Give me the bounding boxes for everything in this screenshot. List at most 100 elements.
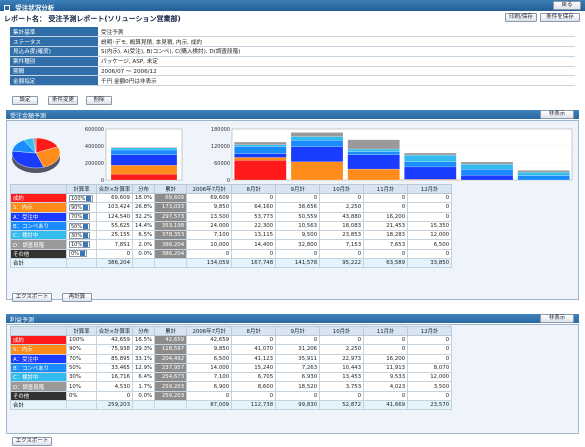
pie-slice [11, 150, 45, 169]
month-cell: 13,115 [231, 230, 277, 241]
rate-select-value: 100% [71, 195, 86, 202]
month-cell: 0 [231, 334, 277, 346]
month-cell: 0 [186, 248, 233, 260]
month-cell: 10,563 [275, 220, 321, 232]
total-cell: 33,465 [96, 362, 133, 374]
rate-cell: 100% [66, 192, 97, 204]
y-tick-label: 400000 [85, 144, 104, 150]
month-cell: 31,206 [275, 344, 321, 355]
rate-cell: 30% [66, 372, 97, 383]
criteria-row: 集計基準 受注予測 [10, 27, 575, 38]
criteria-row: 金額指定 千円 金額0円は非表示 [10, 75, 575, 87]
month-cell: 52,872 [319, 400, 365, 411]
month-cell: 69,609 [186, 192, 233, 204]
month-cell: 10,000 [186, 239, 233, 250]
save-condition-button[interactable]: 条件を保存 [540, 13, 580, 22]
month-cell: 7,153 [319, 239, 365, 250]
month-cell: 0 [363, 202, 409, 213]
report-title: レポート名： 受注予測レポート(ソリューション営業部) [4, 15, 181, 23]
back-button[interactable]: 戻る [553, 1, 581, 10]
month-cell: 12,000 [407, 230, 453, 241]
print-save-button[interactable]: 印刷/保存 [505, 13, 537, 22]
bar-segment [404, 154, 457, 162]
empty-cell [154, 258, 188, 269]
rate-select[interactable]: 10% [69, 241, 91, 249]
forecast-export-button[interactable]: エクスポート [12, 293, 52, 302]
month-cell: 112,738 [231, 400, 277, 411]
recalc-button[interactable]: 再計算 [62, 293, 92, 302]
y-tick-label: 0 [227, 178, 230, 184]
table-row: B：コンペあり 50% 33,465 12.9% 237,957 14,000 15,240… [10, 362, 453, 374]
distribution-cell: 0.0% [131, 248, 156, 260]
criteria-value: パッケージ, ASP, 未定 [98, 56, 575, 67]
month-cell: 9,500 [275, 230, 321, 241]
table-row: A：受注中 70% 124,540 32.2% 297,573 13,500 53,773 5… [10, 211, 453, 222]
monthly-stacked-bar-chart: 180000 120000 60000 0 [211, 127, 573, 184]
month-cell: 24,000 [186, 220, 233, 232]
criteria-key: ステータス [10, 36, 98, 48]
profit-export-button[interactable]: エクスポート [12, 437, 52, 446]
criteria-table: 集計基準 受注予測 ステータス 説明･デモ, 概算見積, 本見積, 内示, 成約 見込み… [10, 27, 575, 87]
column-header: 合計×計算率 [96, 326, 133, 336]
column-header: 8月計 [231, 184, 277, 194]
month-cell: 3,753 [319, 381, 365, 392]
settings-button[interactable]: 設定 [12, 96, 38, 105]
bar-segment [110, 147, 178, 148]
distribution-cell: 16.5% [131, 334, 156, 346]
month-cell: 0 [319, 192, 365, 204]
rate-select[interactable]: 90% [69, 203, 91, 211]
total-cell: 75,938 [96, 344, 133, 355]
distribution-cell: 32.2% [131, 211, 156, 222]
month-cell: 0 [231, 192, 277, 204]
rate-select[interactable]: 0% [69, 250, 87, 258]
month-cell: 141,578 [275, 258, 321, 269]
bar-segment [404, 152, 457, 156]
criteria-row: 見込み度(確度) S(内示), A(受注), B(コンペ), C(購入検討), D… [10, 46, 575, 57]
month-cell: 0 [407, 211, 453, 222]
bar-segment [460, 175, 514, 181]
rate-select[interactable]: 70% [69, 213, 91, 221]
month-cell: 11,913 [363, 362, 409, 374]
bar-segment [110, 165, 178, 175]
bar-segment [110, 154, 178, 166]
total-cell: 103,424 [96, 202, 133, 213]
table-header-row: 計算率 合計×計算率 分布 累計 2006年7月計 8月計 9月計 10月計 11月計 12月計 [10, 184, 453, 194]
rate-cell: 90% [66, 202, 97, 213]
profit-hide-button[interactable]: 非表示 [540, 314, 574, 323]
row-label: その他 [10, 390, 67, 402]
column-header: 11月計 [363, 326, 409, 336]
month-cell: 14,000 [186, 362, 233, 374]
rate-select-value: 30% [71, 232, 83, 239]
criteria-key: 金額指定 [10, 75, 98, 87]
cumulative-cell: 69,609 [154, 192, 188, 204]
criteria-row: 期間 2006/07 ～ 2006/12 [10, 66, 575, 77]
change-condition-button[interactable]: 条件変更 [48, 96, 78, 105]
column-header: 8月計 [231, 326, 277, 336]
cumulative-cell: 297,573 [154, 211, 188, 222]
row-label: B：コンペあり [10, 362, 67, 374]
month-cell: 64,160 [231, 202, 277, 213]
rate-select[interactable]: 30% [69, 231, 91, 239]
row-label: A：受注中 [10, 353, 67, 364]
dropdown-arrow-icon [86, 195, 92, 201]
pie-chart [11, 137, 61, 173]
criteria-row: ステータス 説明･デモ, 概算見積, 本見積, 内示, 成約 [10, 36, 575, 48]
month-cell: 16,200 [363, 211, 409, 222]
month-cell: 0 [407, 390, 453, 402]
row-label: B：コンペあり [10, 220, 67, 232]
forecast-hide-button[interactable]: 非表示 [540, 110, 574, 119]
delete-button[interactable]: 削除 [86, 96, 112, 105]
month-cell: 41,123 [231, 353, 277, 364]
total-cell: 0 [96, 248, 133, 260]
bar-segment [460, 169, 514, 176]
month-cell: 14,400 [231, 239, 277, 250]
month-cell: 0 [186, 390, 233, 402]
window-titlebar: 受注状況分析 [0, 0, 585, 12]
rate-select[interactable]: 100% [69, 194, 94, 202]
table-row: 成約 100% 69,609 18.0% 69,609 69,609 0 0 0 0 0 [10, 192, 453, 204]
rate-select[interactable]: 50% [69, 222, 91, 230]
bar-segment [234, 160, 287, 181]
cumulative-cell: 118,597 [154, 344, 188, 355]
column-header: 計算率 [66, 326, 97, 336]
total-cell: 124,540 [96, 211, 133, 222]
